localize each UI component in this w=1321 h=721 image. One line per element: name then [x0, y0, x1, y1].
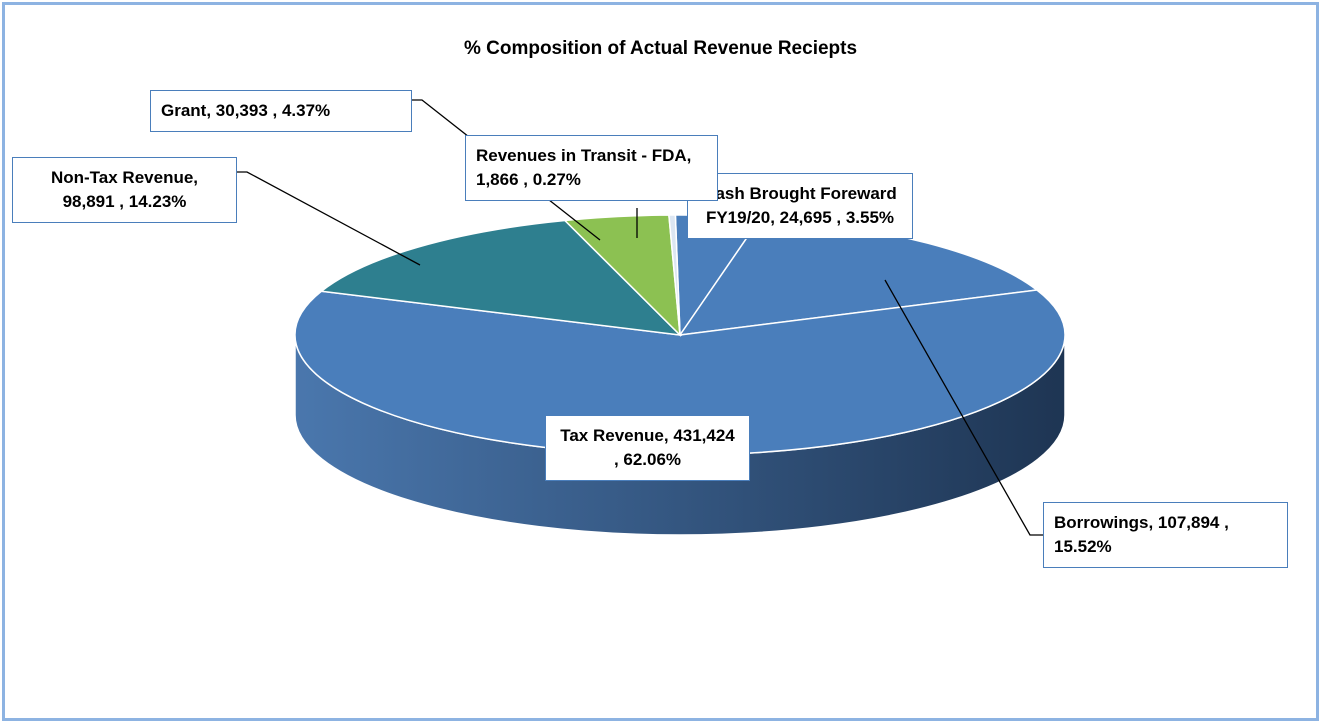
label-value: 30,393 , 4.37% [215, 101, 331, 120]
label-category: Non-Tax Revenue, [50, 168, 199, 187]
data-label: Revenues in Transit - FDA, 1,866 , 0.27% [465, 135, 718, 201]
slice [668, 214, 681, 336]
data-label: Borrowings, 107,894 , 15.52% [1043, 502, 1288, 568]
label-value: 107,894 , 15.52% [1054, 513, 1229, 556]
label-category: Tax Revenue, [560, 426, 669, 445]
data-label: Tax Revenue, 431,424 , 62.06% [545, 415, 750, 481]
leader-line [237, 171, 421, 266]
label-value: 1,866 , 0.27% [476, 170, 581, 189]
label-value: 98,891 , 14.23% [62, 192, 187, 211]
label-value: 24,695 , 3.55% [779, 208, 895, 227]
data-label: Non-Tax Revenue, 98,891 , 14.23% [12, 157, 237, 223]
leader-line [884, 279, 1043, 536]
chart-title: % Composition of Actual Revenue Reciepts [463, 38, 858, 59]
label-category: Revenues in Transit - FDA, [476, 146, 692, 165]
data-label: Grant, 30,393 , 4.37% [150, 90, 412, 132]
label-value: 431,424 , 62.06% [613, 426, 735, 469]
slice [319, 219, 683, 337]
label-category: Grant, [161, 101, 212, 120]
label-category: Cash Brought Foreward FY19/20, [703, 184, 897, 227]
data-label: Cash Brought Foreward FY19/20, 24,695 , … [687, 173, 913, 239]
label-category: Borrowings, [1054, 513, 1154, 532]
